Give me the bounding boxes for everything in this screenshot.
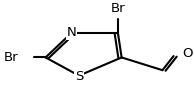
Text: Br: Br xyxy=(111,2,125,15)
Text: Br: Br xyxy=(4,51,19,64)
Text: N: N xyxy=(67,26,76,39)
Text: S: S xyxy=(75,70,83,83)
Text: O: O xyxy=(182,47,192,60)
